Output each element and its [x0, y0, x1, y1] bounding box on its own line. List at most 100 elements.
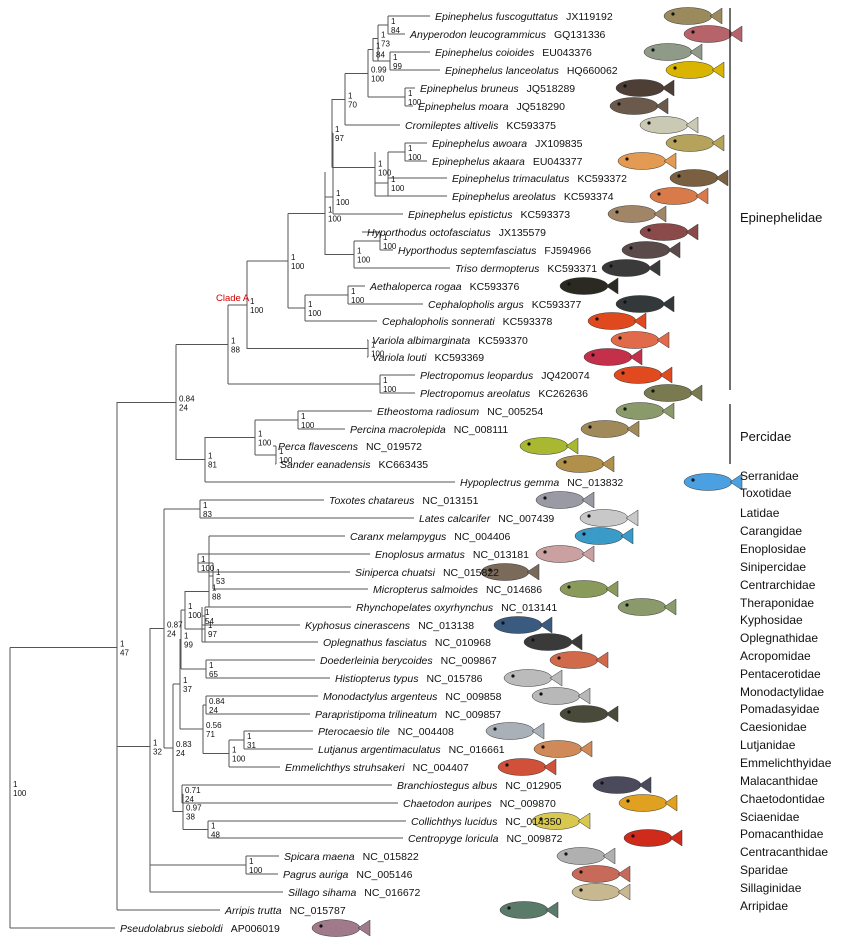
posterior-probability: 0.84 [209, 697, 225, 706]
posterior-probability: 1 [183, 676, 188, 685]
fish-body [617, 152, 667, 170]
fish-tail [617, 883, 631, 901]
bootstrap-value: 83 [203, 510, 212, 519]
fish-image [610, 331, 670, 349]
posterior-probability: 1 [211, 822, 216, 831]
species-name: Aethaloperca rogaa [369, 281, 462, 293]
fish-body [549, 651, 599, 669]
fish-image [499, 901, 559, 919]
accession-number: NC_009858 [445, 691, 501, 703]
fish-image [615, 295, 675, 313]
fish-tail [602, 847, 616, 865]
accession-number: KC593370 [478, 335, 528, 347]
species-name: Sillago sihama [288, 887, 356, 899]
accession-number: NC_015787 [290, 905, 346, 917]
taxon-label: Sillago sihama NC_016672 [288, 887, 421, 899]
accession-number: KC593372 [577, 173, 627, 185]
taxon-label: Caranx melampygus NC_004406 [350, 531, 511, 543]
group-label-epinephelidae: Epinephelidae [740, 210, 822, 225]
species-name: Cromileptes altivelis [405, 120, 499, 132]
fish-tail [663, 152, 677, 170]
fish-tail [661, 79, 675, 97]
fish-tail [711, 61, 725, 79]
posterior-probability: 1 [216, 568, 221, 577]
family-label: Kyphosidae [740, 613, 803, 627]
bootstrap-value: 100 [308, 309, 322, 318]
accession-number: KC593374 [564, 191, 614, 203]
fish-image [583, 348, 643, 366]
family-label: Pomadasyidae [740, 702, 820, 716]
taxon-label: Chaetodon auripes NC_009870 [403, 798, 556, 810]
bootstrap-value: 100 [249, 866, 263, 875]
species-name: Variola albimarginata [372, 335, 470, 347]
taxon-label: Plectropomus leopardus JQ420074 [420, 370, 590, 382]
bootstrap-value: 84 [391, 26, 400, 35]
accession-number: EU043376 [542, 47, 592, 59]
species-name: Rhynchopelates oxyrhynchus [356, 602, 494, 614]
accession-number: NC_016672 [364, 887, 420, 899]
fish-body [559, 580, 609, 598]
fish-eye [531, 638, 535, 642]
fish-body [610, 331, 660, 349]
fish-body [669, 169, 719, 187]
taxon-label: Epinephelus coioides EU043376 [435, 47, 592, 59]
family-label: Malacanthidae [740, 774, 818, 788]
fish-image [607, 205, 667, 223]
fish-eye [539, 817, 543, 821]
fish-image [617, 152, 677, 170]
bootstrap-value: 24 [176, 749, 185, 758]
fish-body [592, 776, 642, 794]
bootstrap-value: 100 [201, 564, 215, 573]
fish-tail [605, 580, 619, 598]
accession-number: KC593377 [532, 299, 582, 311]
species-name: Plectropomus areolatus [420, 388, 531, 400]
family-label: Pomacanthidae [740, 827, 824, 841]
fish-tail [653, 205, 667, 223]
fish-image [556, 847, 616, 865]
fish-tail [685, 116, 699, 134]
species-name: Percina macrolepida [350, 424, 446, 436]
support-values: 18417319918411000.9910017011001100110019… [13, 17, 422, 875]
species-name: Epinephelus moara [418, 101, 509, 113]
bootstrap-value: 97 [208, 630, 217, 639]
taxon-label: Percina macrolepida NC_008111 [350, 424, 508, 436]
species-name: Hyporthodus septemfasciatus [398, 245, 537, 257]
family-label: Pentacerotidae [740, 667, 821, 681]
bootstrap-value: 73 [381, 40, 390, 49]
fish-eye [671, 12, 675, 16]
accession-number: NC_019572 [366, 441, 422, 453]
fish-body [497, 758, 547, 776]
taxon-label: Anyperodon leucogrammicus GQ131336 [409, 29, 606, 41]
posterior-probability: 1 [393, 53, 398, 62]
fish-eye [488, 568, 492, 572]
accession-number: JX135579 [499, 227, 546, 239]
taxon-label: Etheostoma radiosum NC_005254 [377, 406, 543, 418]
fish-eye [588, 425, 592, 429]
posterior-probability: 1 [348, 92, 353, 101]
fish-eye [493, 727, 497, 731]
fish-image [643, 384, 703, 402]
posterior-probability: 1 [258, 430, 263, 439]
fish-image [639, 116, 699, 134]
bootstrap-value: 100 [328, 215, 342, 224]
fish-body [617, 598, 667, 616]
bootstrap-value: 100 [250, 306, 264, 315]
bootstrap-value: 31 [247, 741, 256, 750]
bootstrap-value: 48 [211, 831, 220, 840]
accession-number: KC593369 [434, 352, 484, 364]
taxon-label: Epinephelus awoara JX109835 [432, 138, 583, 150]
accession-number: NC_009872 [506, 833, 562, 845]
fish-image [663, 7, 723, 25]
fish-tail [729, 473, 743, 491]
fish-body [683, 473, 733, 491]
taxon-label: Epinephelus moara JQ518290 [418, 101, 565, 113]
fish-tail [620, 527, 634, 545]
accession-number: JX119192 [566, 11, 613, 23]
fish-image [618, 794, 678, 812]
accession-number: KC593373 [520, 209, 570, 221]
taxon-label: Epinephelus epistictus KC593373 [408, 209, 570, 221]
bootstrap-value: 100 [232, 755, 246, 764]
fish-body [607, 205, 657, 223]
posterior-probability: 1 [13, 780, 18, 789]
species-name: Collichthys lucidus [411, 816, 498, 828]
